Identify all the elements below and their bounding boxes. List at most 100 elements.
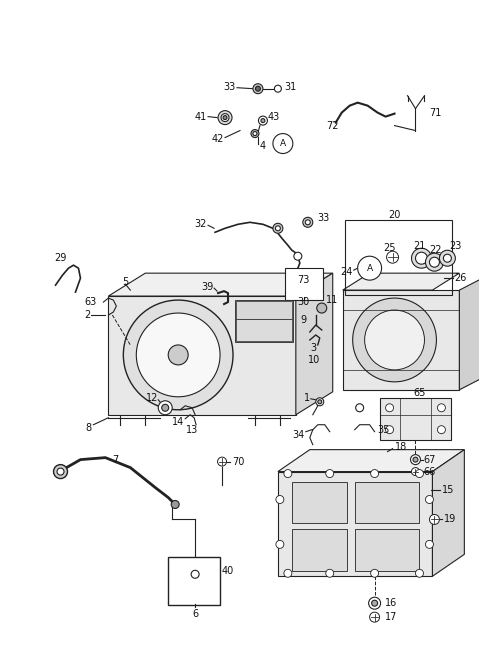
Text: 20: 20 [388, 210, 401, 220]
Text: 63: 63 [84, 297, 96, 307]
Circle shape [326, 470, 334, 477]
Circle shape [425, 540, 433, 548]
Circle shape [258, 116, 267, 125]
Text: 9: 9 [300, 315, 307, 325]
Bar [168, 557, 220, 605]
Circle shape [425, 496, 433, 504]
Circle shape [251, 130, 259, 138]
Circle shape [218, 111, 232, 124]
Circle shape [136, 313, 220, 397]
Text: 19: 19 [444, 514, 456, 525]
Text: 41: 41 [195, 111, 207, 122]
Text: 24: 24 [340, 267, 353, 277]
Circle shape [353, 298, 436, 382]
Circle shape [276, 226, 280, 231]
Circle shape [276, 496, 284, 504]
Text: 1: 1 [304, 393, 310, 403]
Circle shape [416, 470, 423, 477]
Circle shape [273, 134, 293, 153]
Text: 13: 13 [186, 424, 198, 435]
Text: 10: 10 [308, 355, 320, 365]
Circle shape [437, 403, 445, 412]
Bar [278, 472, 432, 576]
Text: 30: 30 [298, 297, 310, 307]
Circle shape [317, 303, 327, 313]
Polygon shape [296, 273, 333, 415]
Polygon shape [108, 273, 333, 296]
Bar [345, 220, 452, 295]
Text: 72: 72 [326, 121, 339, 130]
Bar [236, 301, 292, 319]
Circle shape [223, 116, 227, 120]
Bar [236, 319, 292, 341]
Circle shape [171, 500, 179, 508]
Text: 34: 34 [293, 430, 305, 440]
Circle shape [385, 403, 394, 412]
Circle shape [221, 113, 229, 122]
Text: 7: 7 [112, 455, 119, 464]
Circle shape [253, 84, 263, 94]
Circle shape [365, 310, 424, 370]
Circle shape [318, 400, 322, 403]
Text: 71: 71 [430, 107, 442, 118]
Text: 6: 6 [192, 609, 198, 619]
Circle shape [191, 571, 199, 578]
Text: 3: 3 [311, 343, 317, 353]
Bar [285, 268, 323, 300]
Circle shape [371, 569, 379, 577]
Bar [292, 481, 347, 523]
Circle shape [276, 540, 284, 548]
Text: 23: 23 [449, 241, 462, 252]
Text: 17: 17 [384, 612, 397, 622]
Circle shape [356, 403, 364, 412]
Circle shape [217, 457, 227, 466]
Circle shape [437, 426, 445, 434]
Circle shape [425, 253, 444, 271]
Circle shape [411, 248, 432, 268]
Circle shape [57, 468, 64, 475]
Circle shape [294, 252, 302, 260]
Circle shape [303, 217, 313, 227]
Bar [343, 290, 459, 390]
Circle shape [275, 85, 281, 92]
Text: 14: 14 [172, 417, 184, 426]
Circle shape [410, 455, 420, 464]
Polygon shape [459, 273, 480, 390]
Circle shape [273, 223, 283, 233]
Circle shape [162, 404, 168, 411]
Text: 2: 2 [84, 310, 90, 320]
Text: 39: 39 [201, 282, 213, 292]
Text: 15: 15 [443, 485, 455, 495]
Text: 26: 26 [455, 273, 467, 283]
Circle shape [284, 470, 292, 477]
Circle shape [439, 250, 456, 266]
Text: 70: 70 [232, 457, 244, 466]
Circle shape [158, 401, 172, 415]
Text: 73: 73 [298, 275, 310, 285]
Text: 4: 4 [260, 141, 266, 151]
Circle shape [255, 86, 261, 91]
Text: 40: 40 [222, 567, 234, 576]
Circle shape [305, 220, 310, 225]
Text: 16: 16 [384, 598, 397, 608]
Circle shape [284, 569, 292, 577]
Circle shape [316, 398, 324, 406]
Bar [380, 398, 451, 440]
Circle shape [430, 257, 439, 267]
Circle shape [411, 468, 420, 476]
Circle shape [370, 612, 380, 622]
Bar [355, 529, 420, 571]
Circle shape [358, 256, 382, 280]
Text: 12: 12 [146, 393, 158, 403]
Circle shape [385, 426, 394, 434]
Text: 29: 29 [54, 253, 67, 263]
Text: 43: 43 [268, 111, 280, 122]
Polygon shape [343, 273, 459, 290]
Circle shape [369, 597, 381, 609]
Text: 33: 33 [224, 82, 236, 92]
Circle shape [416, 569, 423, 577]
Circle shape [168, 345, 188, 365]
Text: 32: 32 [195, 219, 207, 229]
Circle shape [430, 514, 439, 525]
Circle shape [326, 569, 334, 577]
